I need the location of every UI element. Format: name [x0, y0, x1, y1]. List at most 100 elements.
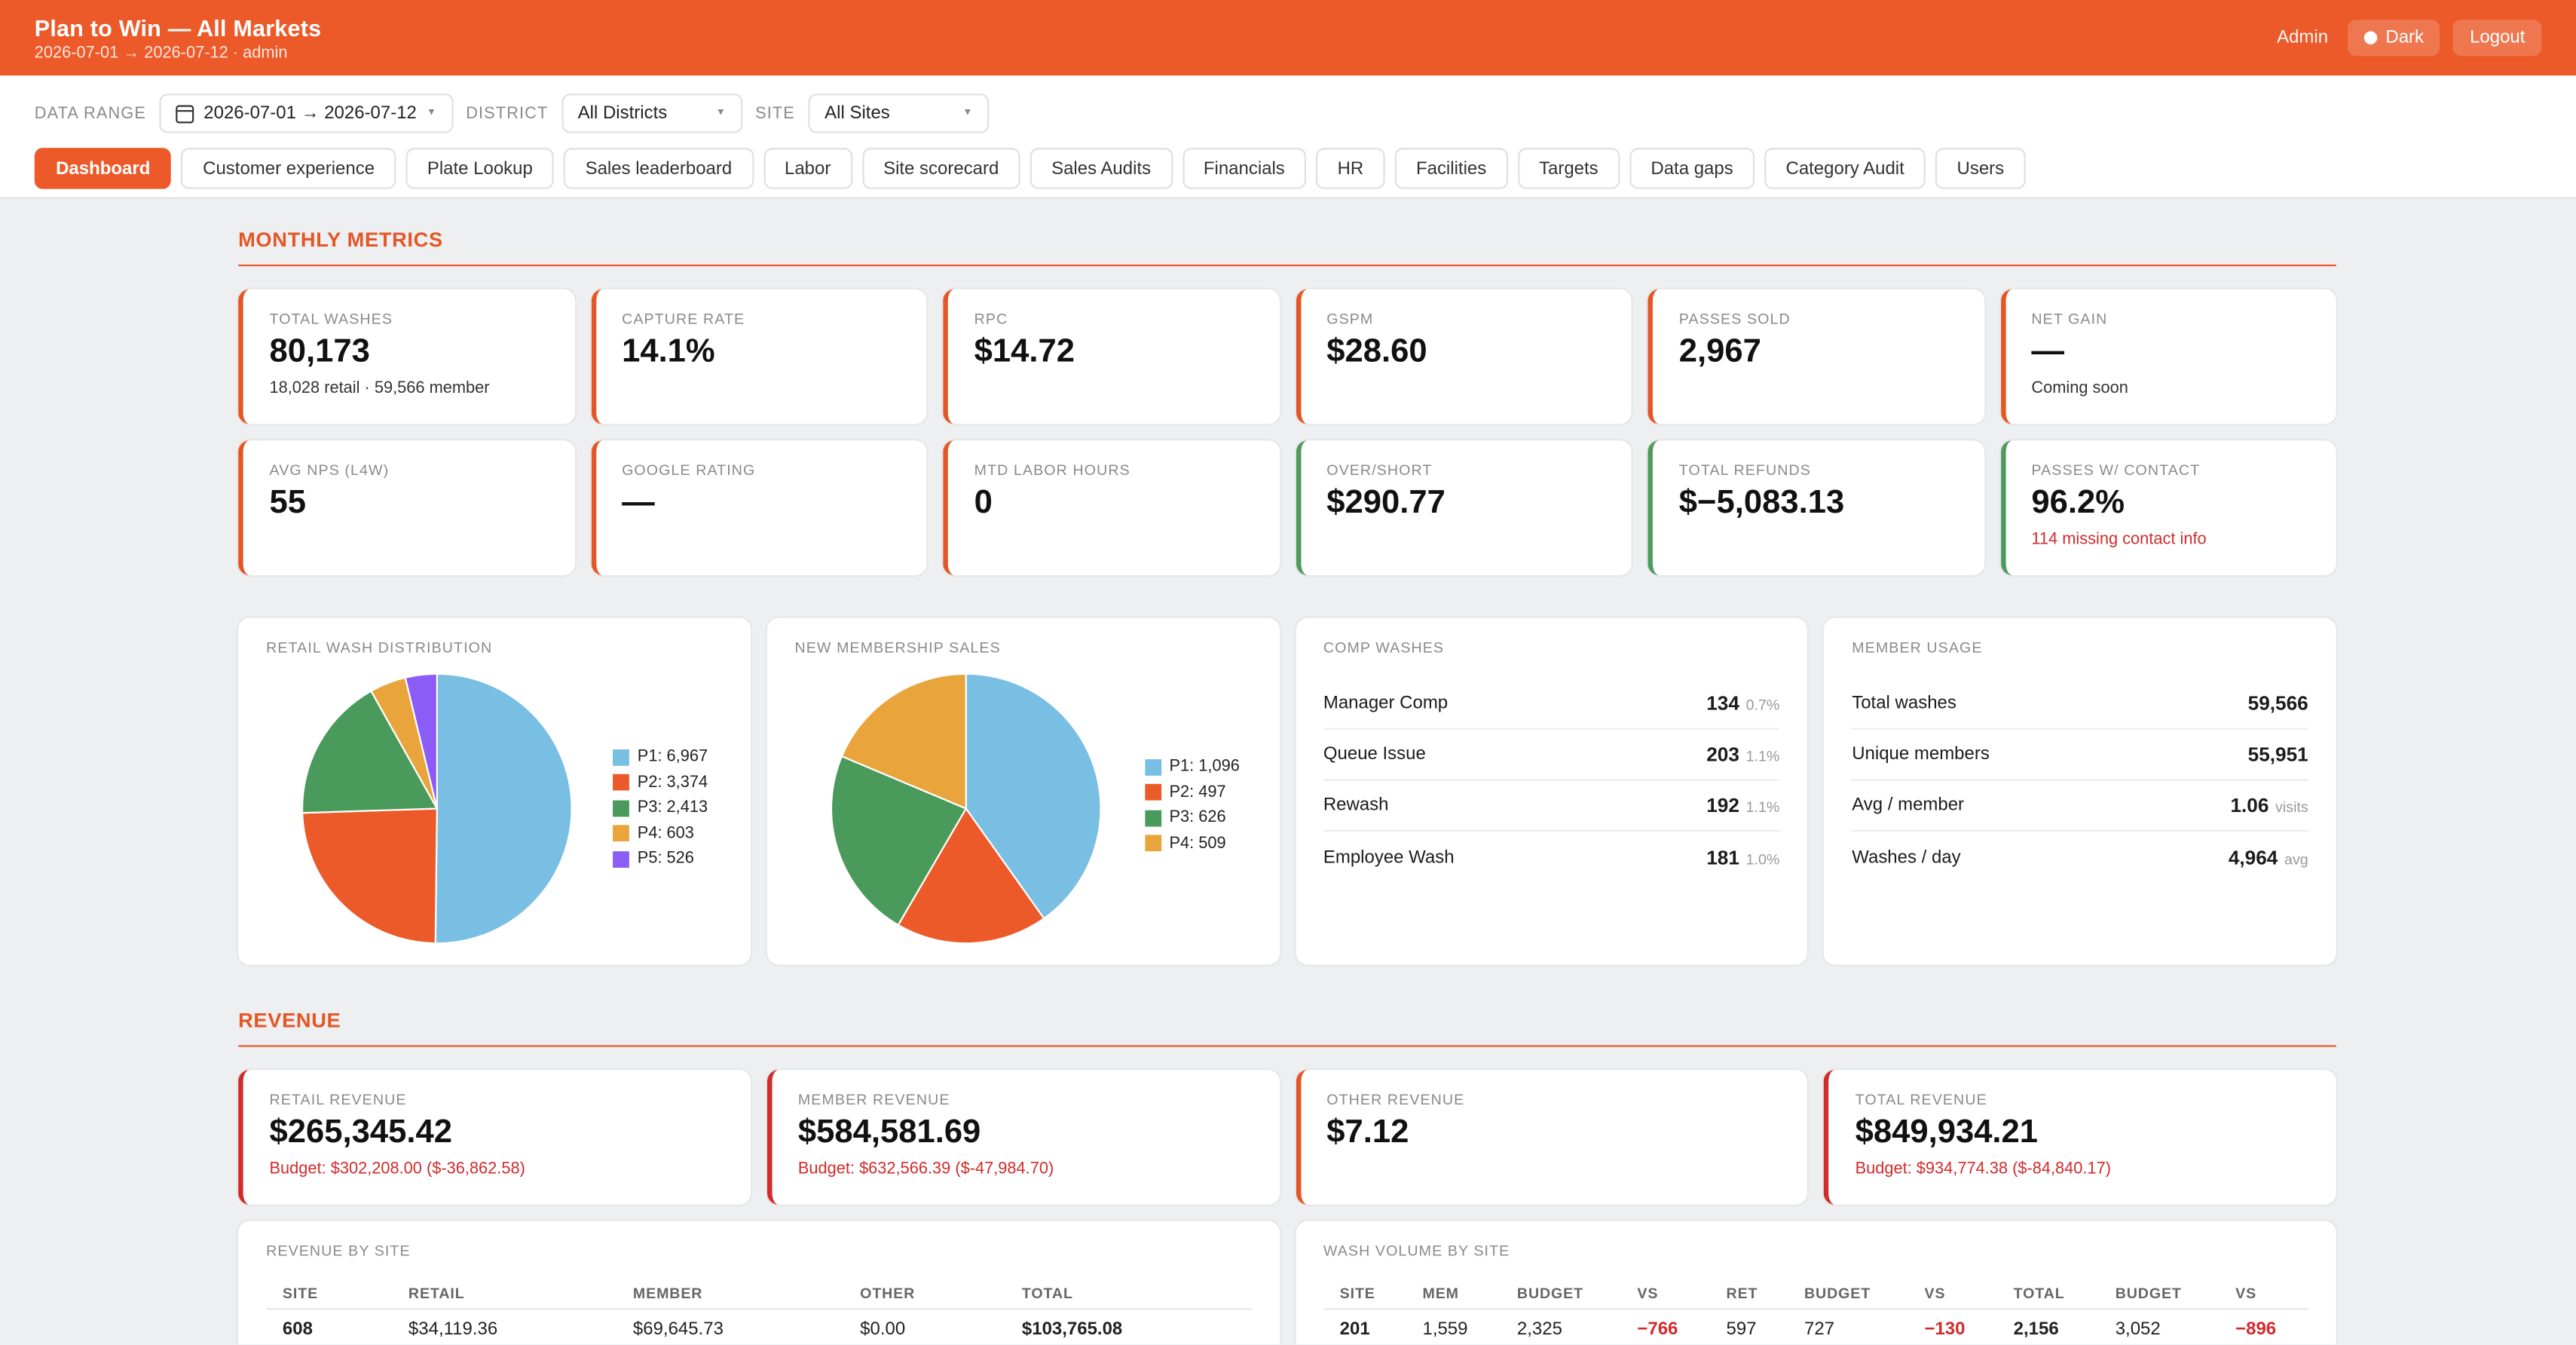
- kpi-value: $290.77: [1326, 485, 1446, 522]
- comp-washes-list: Manager Comp 134 0.7% Queue Issue 203 1.1% Rew…: [1323, 679, 1780, 882]
- stat-row: Total washes 59,566: [1852, 679, 2308, 730]
- tab-site-scorecard[interactable]: Site scorecard: [861, 148, 1020, 189]
- stat-value: 1.06 visits: [2230, 794, 2308, 817]
- table-row[interactable]: 608 $34,119.36 $69,645.73 $0.00 $103,765.08: [266, 1309, 1251, 1344]
- table-cell: 608: [282, 1319, 313, 1340]
- main-content: MONTHLY METRICS TOTAL WASHES 80,173 18,028…: [238, 199, 2336, 1345]
- logout-button[interactable]: Logout: [2453, 20, 2542, 57]
- range-label: DATA RANGE: [34, 104, 146, 123]
- stat-value: 55,951: [2248, 743, 2308, 766]
- column-header: BUDGET: [2098, 1278, 2220, 1310]
- chevron-down-icon: ▼: [962, 108, 973, 118]
- tab-facilities[interactable]: Facilities: [1394, 148, 1508, 189]
- kpi-label: NET GAIN: [2031, 310, 2108, 327]
- stat-number: 203: [1706, 743, 1739, 766]
- toolbar: DATA RANGE 2026-07-01 → 2026-07-12 ▼ DIST…: [0, 75, 2576, 199]
- kpi-value: $14.72: [974, 333, 1075, 370]
- table-cell: 3,052: [2115, 1319, 2161, 1340]
- legend-swatch: [1144, 835, 1161, 852]
- revenue-card: MEMBER REVENUE $584,581.69 Budget: $632,56…: [766, 1070, 1280, 1205]
- column-header: OTHER: [843, 1278, 1006, 1310]
- stat-label: Queue Issue: [1323, 744, 1426, 764]
- kpi-label: AVG NPS (L4W): [269, 461, 390, 479]
- district-select[interactable]: All Districts ▼: [561, 93, 742, 133]
- legend-item: P3: 2,413: [613, 795, 708, 821]
- kpi-subtext: 18,028 retail · 59,566 member: [269, 379, 490, 398]
- site-select[interactable]: All Sites ▼: [808, 93, 990, 133]
- new-membership-sales-card: NEW MEMBERSHIP SALES P1: 1,096 P2: 497 P3:…: [766, 617, 1280, 965]
- stat-row: Manager Comp 134 0.7%: [1323, 679, 1780, 730]
- kpi-label: GOOGLE RATING: [622, 461, 756, 479]
- table-cell: $103,765.08: [1021, 1319, 1123, 1340]
- column-header: TOTAL: [1005, 1278, 1251, 1310]
- site-tables: REVENUE BY SITE SITE RETAIL MEMBER OTHER TOT…: [238, 1221, 2336, 1345]
- legend-item: P2: 497: [1144, 780, 1240, 805]
- column-header: SITE: [266, 1278, 393, 1310]
- stat-row: Avg / member 1.06 visits: [1852, 780, 2308, 832]
- filter-bar: DATA RANGE 2026-07-01 → 2026-07-12 ▼ DIST…: [35, 75, 2541, 148]
- membership-pie-chart: [830, 672, 1101, 945]
- stat-number: 134: [1706, 691, 1739, 715]
- tab-customer-experience[interactable]: Customer experience: [181, 148, 396, 189]
- chart-title: RETAIL WASH DISTRIBUTION: [266, 639, 493, 656]
- tab-category-audit[interactable]: Category Audit: [1764, 148, 1926, 189]
- kpi-value: —: [2031, 333, 2064, 370]
- revenue-title: REVENUE: [238, 1009, 2336, 1047]
- tab-sales-leaderboard[interactable]: Sales leaderboard: [564, 148, 754, 189]
- kpi-value: 14.1%: [622, 333, 715, 370]
- kpi-card: GOOGLE RATING —: [590, 440, 927, 575]
- kpi-value: $28.60: [1326, 333, 1427, 370]
- table-cell: $34,119.36: [408, 1319, 498, 1340]
- card-title: MEMBER USAGE: [1852, 639, 1983, 656]
- stat-value: 192 1.1%: [1706, 794, 1779, 817]
- kpi-label: CAPTURE RATE: [622, 310, 745, 327]
- tab-financials[interactable]: Financials: [1182, 148, 1307, 189]
- column-header: VS: [1620, 1278, 1710, 1310]
- column-header: BUDGET: [1501, 1278, 1621, 1310]
- stat-label: Manager Comp: [1323, 693, 1449, 714]
- column-header: MEM: [1406, 1278, 1501, 1310]
- legend-item: P1: 1,096: [1144, 755, 1240, 780]
- kpi-label: PASSES SOLD: [1678, 310, 1791, 327]
- site-value: All Sites: [825, 103, 890, 124]
- tab-dashboard[interactable]: Dashboard: [34, 148, 172, 189]
- member-usage-list: Total washes 59,566 Unique members 55,951 Av…: [1852, 679, 2308, 882]
- stat-row: Rewash 192 1.1%: [1323, 780, 1780, 832]
- kpi-value: 55: [269, 485, 306, 522]
- tab-sales-audits[interactable]: Sales Audits: [1029, 148, 1173, 189]
- stat-number: 59,566: [2247, 691, 2308, 715]
- dark-mode-button[interactable]: Dark: [2348, 20, 2440, 57]
- app-header: Plan to Win — All Markets 2026-07-01 → 2…: [0, 0, 2576, 76]
- tab-targets[interactable]: Targets: [1517, 148, 1620, 189]
- date-range-picker[interactable]: 2026-07-01 → 2026-07-12 ▼: [159, 93, 453, 133]
- wash-volume-by-site-card: WASH VOLUME BY SITE SITE MEM BUDGET VS RET BU…: [1295, 1221, 2336, 1345]
- kpi-card: OVER/SHORT $290.77: [1295, 440, 1632, 575]
- calendar-icon: [176, 104, 194, 123]
- column-header: BUDGET: [1788, 1278, 1908, 1310]
- stat-unit: avg: [2284, 850, 2308, 867]
- legend-item: P4: 603: [613, 821, 708, 847]
- stat-label: Unique members: [1852, 744, 1990, 764]
- legend-label: P2: 497: [1169, 783, 1226, 802]
- tab-users[interactable]: Users: [1935, 148, 2026, 189]
- tab-hr[interactable]: HR: [1316, 148, 1385, 189]
- table-cell: $0.00: [860, 1319, 906, 1340]
- column-header: VS: [1908, 1278, 1997, 1310]
- table-row[interactable]: 201 1,559 2,325 −766 597 727 −130 2,156 3,052 −89…: [1323, 1309, 2308, 1344]
- table-cell: 2,325: [1516, 1319, 1562, 1340]
- stat-number: 55,951: [2247, 743, 2308, 766]
- legend-item: P3: 626: [1144, 805, 1240, 831]
- tab-data-gaps[interactable]: Data gaps: [1629, 148, 1755, 189]
- pie-slice-p3: [830, 755, 967, 927]
- card-title: WASH VOLUME BY SITE: [1323, 1242, 1510, 1259]
- kpi-value: 2,967: [1678, 333, 1761, 370]
- tab-plate-lookup[interactable]: Plate Lookup: [405, 148, 555, 189]
- tab-labor[interactable]: Labor: [763, 148, 852, 189]
- stat-value: 134 0.7%: [1706, 692, 1779, 715]
- kpi-label: TOTAL WASHES: [269, 310, 393, 327]
- kpi-value: $584,581.69: [797, 1114, 981, 1150]
- table-cell: $69,645.73: [632, 1319, 724, 1340]
- stat-row: Queue Issue 203 1.1%: [1323, 730, 1780, 781]
- kpi-value: 96.2%: [2031, 485, 2125, 522]
- pie-slice-p1: [434, 672, 573, 945]
